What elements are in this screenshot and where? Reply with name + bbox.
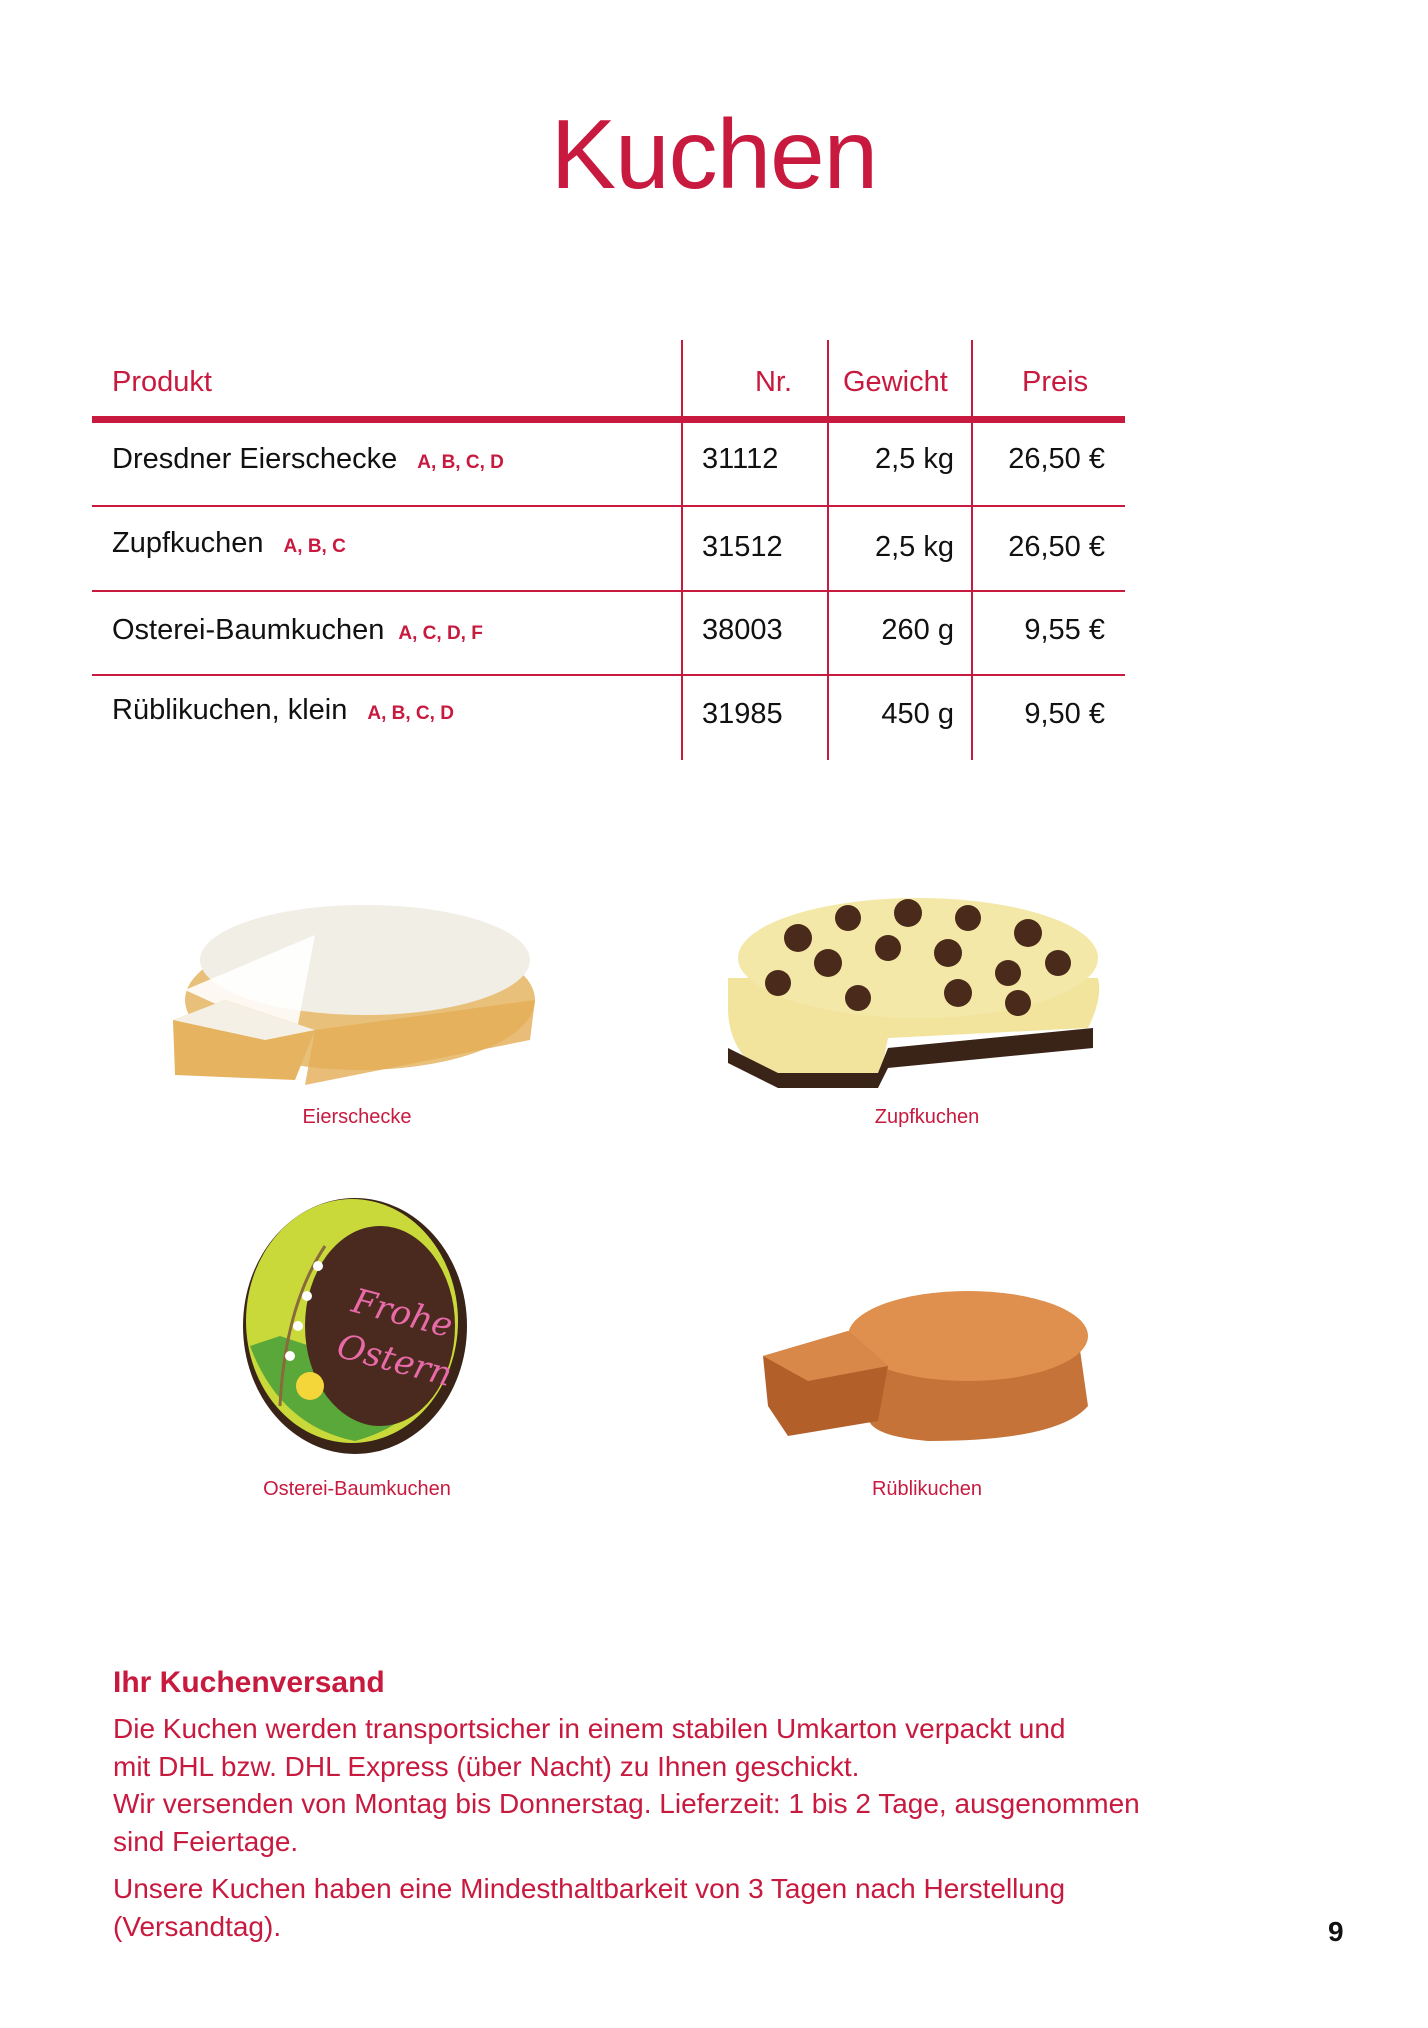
shipping-paragraph-2: Unsere Kuchen haben eine Mindesthaltbark… — [113, 1870, 1213, 1945]
header-nr: Nr. — [754, 366, 792, 398]
photo-caption: Eierschecke — [302, 1106, 412, 1128]
column-divider — [971, 340, 973, 760]
text-line: (Versandtag). — [113, 1910, 282, 1942]
allergens: A, B, C, D — [417, 452, 504, 473]
text-line: Unsere Kuchen haben eine Mindesthaltbark… — [113, 1873, 1066, 1904]
allergens: A, B, C, D — [367, 703, 454, 724]
header-produkt: Produkt — [112, 366, 212, 398]
shipping-heading: Ihr Kuchenversand — [113, 1666, 385, 1699]
product-weight: 2,5 kg — [875, 443, 954, 475]
table-row: Osterei-Baumkuchen A, C, D, F 38003 260 g… — [92, 614, 1125, 664]
product-name: Rüblikuchen, klein — [112, 694, 348, 726]
product-table: Produkt Nr. Gewicht Preis Dresdner Eiers… — [92, 340, 1125, 760]
product-nr: 31512 — [702, 531, 783, 563]
rueblikuchen-photo — [763, 1291, 1088, 1441]
photo-caption: Rüblikuchen — [871, 1478, 983, 1500]
text-line: Die Kuchen werden transportsicher in ein… — [113, 1713, 1066, 1744]
allergens: A, C, D, F — [398, 623, 483, 644]
header-gewicht: Gewicht — [843, 366, 948, 398]
product-name: Dresdner Eierschecke — [112, 443, 398, 475]
table-row: Rüblikuchen, klein A, B, C, D 31985 450 g… — [92, 694, 1125, 744]
eierschecke-photo — [173, 905, 535, 1085]
product-nr: 38003 — [702, 614, 783, 646]
text-line: Wir versenden von Montag bis Donnerstag.… — [113, 1788, 1140, 1819]
product-price: 9,55 € — [1024, 614, 1105, 646]
product-nr: 31112 — [702, 443, 779, 475]
table-row: Dresdner Eierschecke A, B, C, D 31112 2,5… — [92, 443, 1125, 493]
row-divider — [92, 674, 1125, 676]
column-divider — [681, 340, 683, 760]
page-title: Kuchen — [550, 99, 878, 209]
photo-caption: Osterei-Baumkuchen — [263, 1478, 451, 1500]
product-price: 26,50 € — [1008, 531, 1105, 563]
text-line: mit DHL bzw. DHL Express (über Nacht) zu… — [113, 1750, 860, 1782]
osterei-baumkuchen-photo: Frohe Ostern — [243, 1198, 467, 1454]
text-line: sind Feiertage. — [113, 1825, 299, 1857]
table-row: Zupfkuchen A, B, C 31512 2,5 kg 26,50 € — [92, 527, 1125, 577]
product-name: Osterei-Baumkuchen — [112, 614, 385, 646]
header-rule — [92, 416, 1125, 423]
product-weight: 260 g — [881, 614, 954, 646]
product-price: 9,50 € — [1024, 698, 1105, 730]
photo-caption: Zupfkuchen — [874, 1106, 980, 1128]
column-divider — [827, 340, 829, 760]
product-name: Zupfkuchen — [112, 527, 264, 559]
shipping-paragraph-1: Die Kuchen werden transportsicher in ein… — [113, 1710, 1213, 1860]
page-number: 9 — [1328, 1916, 1344, 1947]
product-price: 26,50 € — [1008, 443, 1105, 475]
header-preis: Preis — [1022, 366, 1089, 398]
product-nr: 31985 — [702, 698, 783, 730]
product-weight: 450 g — [881, 698, 954, 730]
zupfkuchen-photo — [728, 898, 1100, 1088]
row-divider — [92, 505, 1125, 507]
shipping-info: Ihr Kuchenversand Die Kuchen werden tran… — [113, 1666, 1213, 1955]
row-divider — [92, 590, 1125, 592]
allergens: A, B, C — [283, 536, 346, 557]
product-weight: 2,5 kg — [875, 531, 954, 563]
